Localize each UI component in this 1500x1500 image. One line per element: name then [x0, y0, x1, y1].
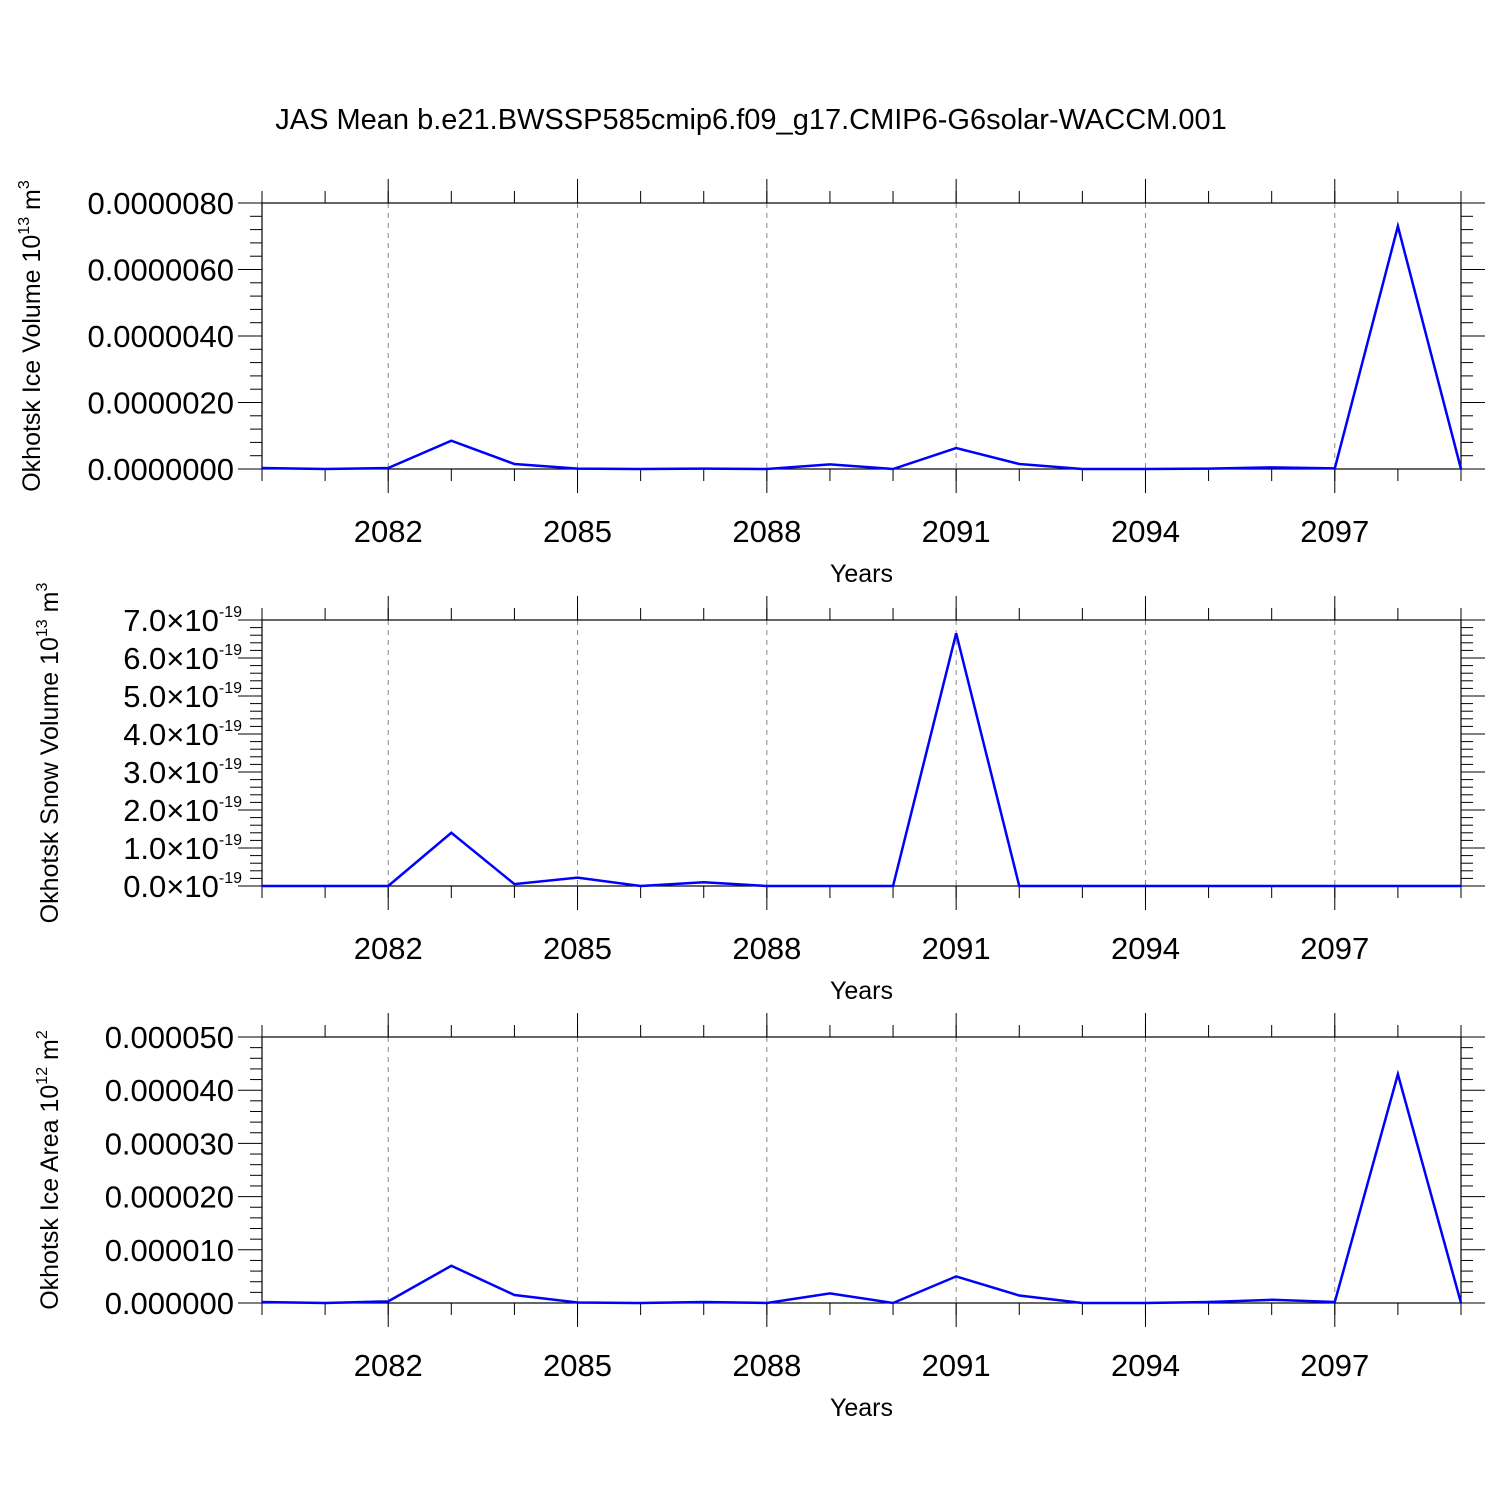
y-tick-label: 2.0×10-19: [123, 793, 242, 828]
plot-frame: [261, 202, 1462, 470]
y-tick-label: 3.0×10-19: [123, 755, 242, 790]
x-tick-label: 2088: [732, 931, 801, 966]
y-tick-label: 0.0000080: [87, 186, 234, 221]
y-tick-label: 1.0×10-19: [123, 831, 242, 866]
x-tick-label: 2085: [543, 1348, 612, 1383]
y-axis-label: Okhotsk Ice Volume 1013 m3: [16, 180, 46, 492]
x-tick-label: 2091: [922, 1348, 991, 1383]
chart-panel-3: 2082 2085 2088 2091 2094 2097 0.000000 0.000010…: [34, 1013, 1485, 1422]
x-tick-label: 2085: [543, 514, 612, 549]
y-tick-label: 0.000010: [105, 1233, 234, 1268]
series-line: [261, 1069, 1463, 1305]
x-axis-label: Years: [830, 977, 893, 1005]
x-tick-label: 2094: [1111, 514, 1180, 549]
series-line: [262, 632, 1461, 888]
x-tick-label: 2091: [922, 931, 991, 966]
x-tick-label: 2082: [354, 931, 423, 966]
chart-panel-2: 2082 2085 2088 2091 2094 2097 0.0×10-191.0×10-…: [34, 583, 1485, 1005]
chart-panel-1: 2082 2085 2088 2091 2094 2097 0.0000000 0.00000…: [16, 179, 1485, 588]
y-tick-label: 0.0000060: [87, 253, 234, 288]
y-tick-label: 7.0×10-19: [123, 603, 242, 638]
x-axis-label: Years: [830, 560, 893, 588]
x-tick-label: 2085: [543, 931, 612, 966]
x-tick-label: 2091: [922, 514, 991, 549]
y-tick-label: 0.000030: [105, 1126, 234, 1161]
y-tick-label: 0.000040: [105, 1073, 234, 1108]
y-axis-label: Okhotsk Snow Volume 1013 m3: [34, 583, 64, 924]
y-tick-label: 0.0000040: [87, 319, 234, 354]
x-tick-label: 2082: [354, 1348, 423, 1383]
y-tick-label: 5.0×10-19: [123, 679, 242, 714]
y-tick-label: 6.0×10-19: [123, 641, 242, 676]
y-tick-label: 4.0×10-19: [123, 717, 242, 752]
x-tick-label: 2088: [732, 514, 801, 549]
y-tick-label: 0.0000020: [87, 386, 234, 421]
x-axis-label: Years: [830, 1394, 893, 1422]
x-tick-label: 2094: [1111, 1348, 1180, 1383]
y-axis-label: Okhotsk Ice Area 1012 m2: [34, 1030, 64, 1310]
x-tick-label: 2097: [1300, 1348, 1369, 1383]
x-tick-label: 2088: [732, 1348, 801, 1383]
series-line: [261, 221, 1463, 471]
x-tick-label: 2082: [354, 514, 423, 549]
y-tick-label: 0.0×10-19: [123, 869, 242, 904]
chart-panels: 2082 2085 2088 2091 2094 2097 0.0000000 0.00000…: [16, 179, 1485, 1422]
y-tick-label: 0.0000000: [87, 452, 234, 487]
chart-title: JAS Mean b.e21.BWSSP585cmip6.f09_g17.CMI…: [275, 104, 1227, 136]
y-tick-label: 0.000020: [105, 1180, 234, 1215]
x-tick-label: 2097: [1300, 514, 1369, 549]
x-tick-label: 2094: [1111, 931, 1180, 966]
y-tick-label: 0.000000: [105, 1286, 234, 1321]
x-tick-label: 2097: [1300, 931, 1369, 966]
plot-frame: [261, 619, 1462, 887]
plot-frame: [261, 1036, 1462, 1304]
y-tick-label: 0.000050: [105, 1020, 234, 1055]
